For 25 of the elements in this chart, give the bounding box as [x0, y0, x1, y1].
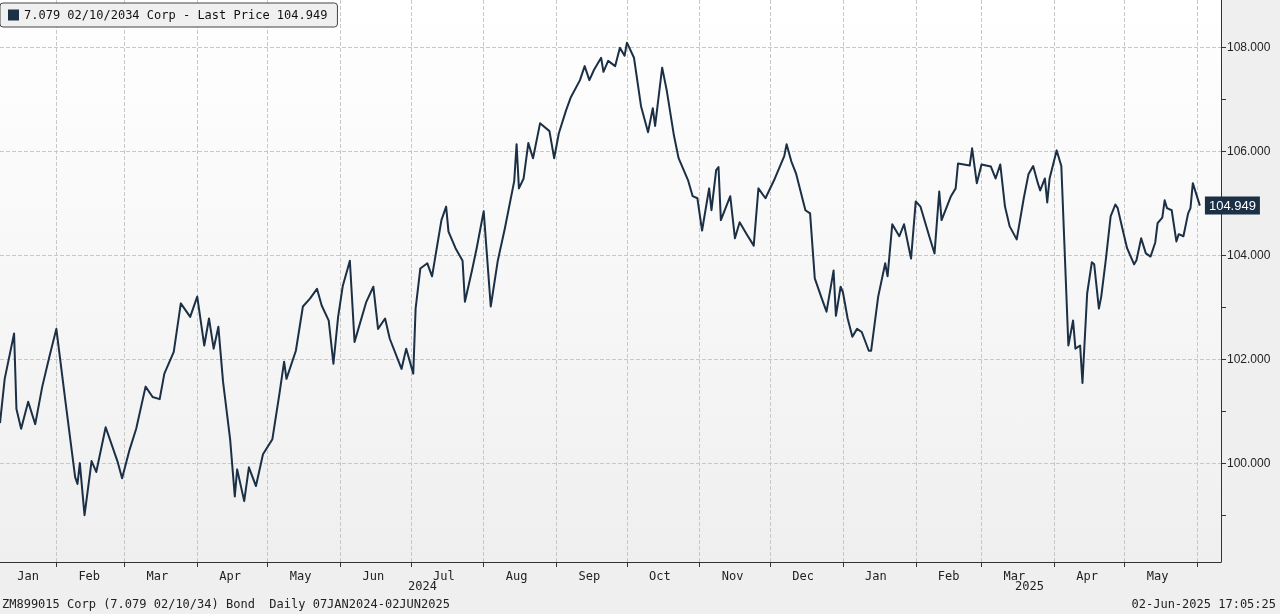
line-series: [0, 41, 1201, 517]
x-tick-label: Nov: [721, 569, 744, 583]
y-tick-label: 102.000: [1227, 352, 1271, 367]
x-tick-label: Jan: [17, 569, 40, 583]
x-tick-label: May: [1146, 569, 1169, 583]
text: 02-Jun-2025 17:05:25: [1131, 597, 1277, 611]
x-tick-label: Apr: [1076, 569, 1098, 583]
legend-label: 7.079 02/10/2034 Corp - Last Price 104.949: [24, 8, 328, 22]
data-label: 104.949: [1208, 198, 1256, 214]
text: ZM899015 Corp (7.079 02/10/34) Bond Daily 07JAN2024-02JUN2025: [2, 597, 450, 611]
y-tick-label: 100.000: [1227, 456, 1271, 471]
x-tick-label: Jun: [362, 569, 385, 583]
x-tick-label: Feb: [937, 569, 960, 583]
x-tick-label: Mar: [146, 569, 169, 583]
y-tick-label: 108.000: [1227, 39, 1271, 54]
x-tick-label: Dec: [792, 569, 814, 583]
x-tick-label: May: [289, 569, 312, 583]
x-tick-label: Apr: [219, 569, 241, 583]
x-tick-label: Jan: [864, 569, 887, 583]
y-tick-label: 106.000: [1227, 143, 1271, 158]
x-tick-label: Sep: [578, 569, 601, 583]
y-tick-label: 104.000: [1227, 247, 1271, 262]
x-tick-label: Oct: [648, 569, 671, 583]
x-tick-label: Aug: [505, 569, 528, 583]
x-tick-label: Feb: [78, 569, 101, 583]
